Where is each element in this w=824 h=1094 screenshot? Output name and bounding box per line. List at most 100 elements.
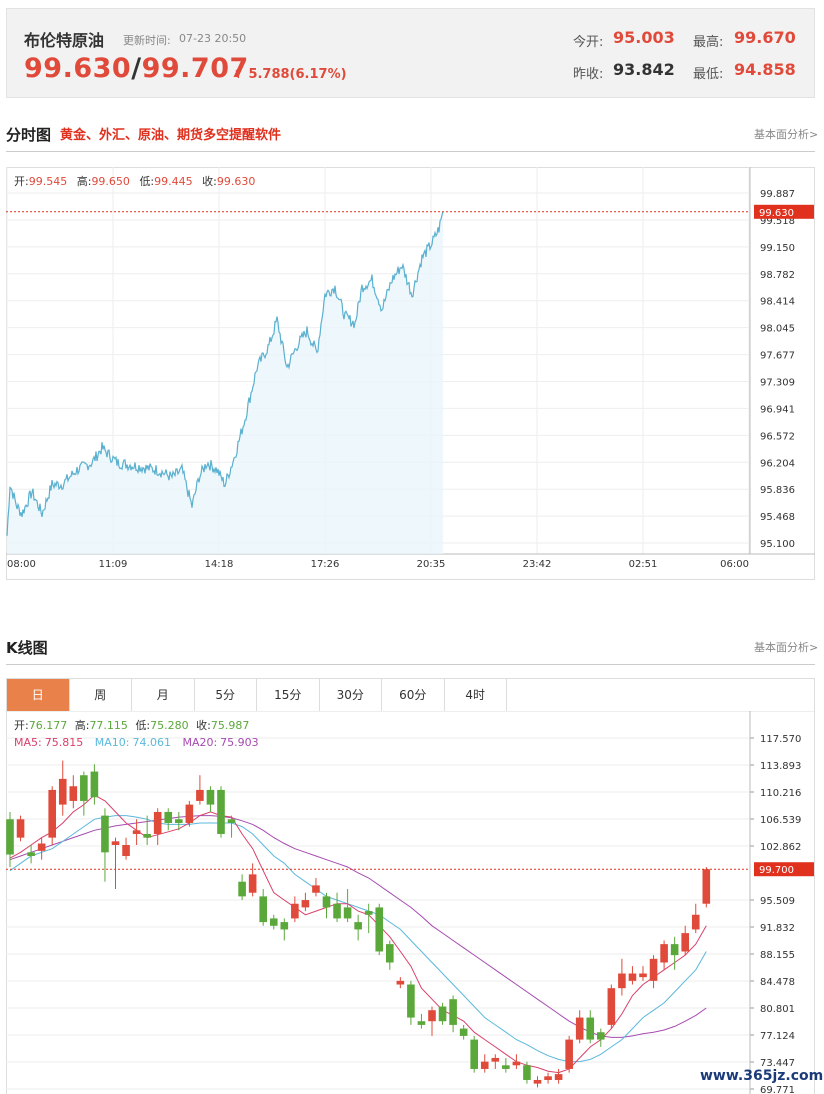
open-label: 今开: [573, 35, 604, 50]
fundamental-analysis-link[interactable]: 基本面分析> [754, 128, 819, 141]
kline-candle-body [80, 775, 88, 801]
kline-candle-body [660, 944, 668, 963]
kline-candle [322, 892, 331, 919]
kline-y-tick: 88.155 [760, 950, 795, 961]
kline-candle-body [175, 819, 183, 823]
kline-candle [69, 775, 78, 809]
tab-week[interactable]: 周 [70, 679, 132, 711]
kline-candle [90, 764, 99, 805]
kline-candle [48, 786, 56, 845]
kline-candle [459, 1024, 468, 1040]
kline-candle-body [312, 885, 320, 893]
kline-y-tick: 110.216 [760, 788, 801, 799]
kline-candle-body [459, 1028, 468, 1036]
kline-candle-body [396, 980, 405, 985]
kline-candle [111, 837, 120, 890]
kline-chart[interactable]: 117.570 113.893 110.216 106.539 102.862 95.50… [6, 711, 816, 1094]
kline-candle-body [37, 843, 46, 851]
kline-y-tick: 117.570 [760, 734, 801, 745]
kline-candle-body [90, 771, 99, 798]
kline-candle [681, 925, 689, 956]
price-change: ↑ 5.788(6.17%) [233, 67, 347, 82]
kline-candle [16, 815, 25, 842]
tab-30min[interactable]: 30分 [320, 679, 382, 711]
kline-candle [280, 918, 289, 941]
kline-candle [101, 808, 109, 882]
kline-y-tick: 91.832 [760, 923, 795, 934]
kline-candle-body [27, 852, 35, 857]
intraday-x-tick: 20:35 [417, 559, 446, 570]
kline-candle-body [269, 918, 278, 926]
intraday-chart[interactable]: 99.887 99.518 99.150 98.782 98.414 98.045 97.6… [6, 167, 816, 582]
kline-candle-body [386, 944, 394, 963]
kline-candle-body [280, 922, 289, 930]
kline-candle [238, 874, 246, 901]
kline-candle-body [164, 811, 173, 823]
kline-candle-body [702, 869, 711, 904]
change-value: 5.788(6.17%) [248, 67, 347, 82]
kline-candle [480, 1054, 489, 1073]
kline-candle [364, 903, 373, 934]
kline-candle [37, 837, 46, 860]
kline-candle [164, 808, 173, 831]
kline-candle-body [523, 1065, 531, 1080]
intraday-x-tick: 08:00 [7, 559, 36, 570]
kline-candle [670, 936, 679, 970]
kline-candle-body [111, 841, 120, 845]
kline-candle [386, 940, 394, 970]
intraday-y-tick: 99.887 [760, 189, 795, 200]
kline-candle [248, 863, 257, 897]
tab-day[interactable]: 日 [7, 679, 70, 711]
tab-60min[interactable]: 60分 [382, 679, 445, 711]
kline-candle-body [512, 1061, 521, 1066]
kline-candle [449, 995, 457, 1033]
kline-candle [512, 1054, 521, 1069]
low-label: 最低: [693, 67, 724, 82]
kline-candle [417, 1013, 426, 1029]
kline-candle-body [354, 922, 362, 930]
kline-candle-body [618, 973, 626, 989]
alert-software-link[interactable]: 黄金、外汇、原油、期货多空提醒软件 [60, 128, 282, 143]
instrument-name: 布伦特原油 [24, 31, 105, 50]
kline-candle [523, 1061, 531, 1084]
kline-fundamental-link[interactable]: 基本面分析> [754, 641, 819, 654]
kline-candle [185, 800, 194, 827]
kline-y-tick: 73.447 [760, 1058, 795, 1069]
tab-month[interactable]: 月 [132, 679, 195, 711]
kline-candle [691, 903, 700, 934]
kline-candle [649, 955, 658, 989]
kline-candle [502, 1057, 510, 1073]
tab-15min[interactable]: 15分 [257, 679, 320, 711]
intraday-y-tick: 96.204 [760, 458, 795, 469]
kline-candle [354, 914, 362, 941]
intraday-y-tick: 95.836 [760, 485, 795, 496]
tab-5min[interactable]: 5分 [195, 679, 257, 711]
kline-ma-legend: MA5: 75.815 MA10: 74.061 MA20: 75.903 [14, 736, 259, 749]
intraday-x-tick: 23:42 [523, 559, 552, 570]
intraday-y-tick: 97.677 [760, 351, 795, 362]
kline-title: K线图 [6, 639, 48, 657]
kline-candle-body [227, 819, 236, 823]
intraday-y-tick: 95.100 [760, 539, 795, 550]
kline-candle [58, 760, 67, 816]
kline-candle-body [322, 896, 331, 908]
prev-close-label: 昨收: [573, 67, 604, 82]
tab-4hour[interactable]: 4时 [445, 679, 507, 711]
kline-y-tick: 80.801 [760, 1004, 795, 1015]
kline-y-tick: 95.509 [760, 896, 795, 907]
kline-candle [143, 815, 151, 845]
kline-candle-body [470, 1039, 478, 1069]
kline-candle [396, 977, 405, 989]
watermark: www.365jz.com [700, 1068, 824, 1084]
kline-candle [407, 980, 415, 1025]
kline-y-tick: 77.124 [760, 1031, 795, 1042]
intraday-y-tick: 98.414 [760, 297, 795, 308]
kline-candle-body [670, 944, 679, 956]
kline-candle [470, 1035, 478, 1073]
update-time-label: 更新时间: [123, 34, 171, 47]
kline-candle [6, 811, 14, 868]
intraday-price-line [6, 211, 444, 536]
intraday-y-tick: 96.941 [760, 404, 795, 415]
kline-candle [428, 1006, 436, 1036]
kline-candle [27, 844, 35, 864]
